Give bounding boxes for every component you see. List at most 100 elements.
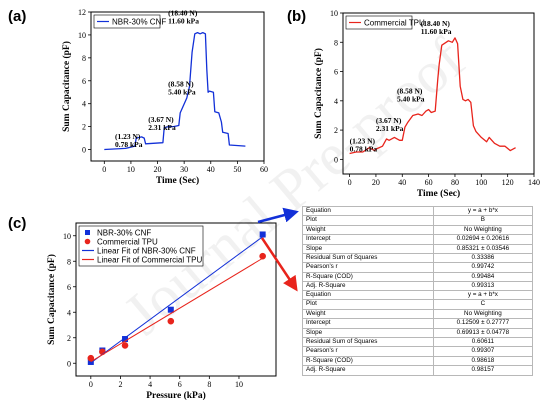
fit-table-row: Pearson's r 0.99742: [302, 262, 534, 273]
fit-table-row: Slope 0.69913 ± 0.04778: [302, 327, 534, 339]
panel-label-c: (c): [8, 215, 26, 232]
fit-param-value: y = a + b*x: [432, 289, 534, 301]
annotation-pressure: 0.78 kPa: [350, 144, 378, 153]
y-tick-label: 2: [334, 126, 338, 135]
x-axis-title: Time (Sec): [417, 188, 460, 199]
fit-param-value: No Weighting: [432, 308, 534, 320]
fit-table-row: R-Square (COD) 0.99484: [302, 271, 534, 283]
y-axis-title: Sum Capacitance (pF): [46, 254, 57, 345]
y-tick-label: 4: [82, 100, 86, 109]
fit-param-label: Weight: [302, 308, 434, 320]
series-line: [349, 37, 516, 155]
plot-frame: [90, 11, 265, 162]
fit-param-label: Pearson's r: [302, 262, 434, 273]
fit-table-row: Intercept 0.02694 ± 0.20616: [302, 234, 534, 245]
x-tick-label: 0: [348, 178, 352, 187]
legend-box: [345, 15, 413, 30]
legend-label: Linear Fit of NBR-30% CNF: [97, 247, 196, 256]
fit-table-row: Weight No Weighting: [302, 308, 534, 320]
fit-table-nbr: Equation y = a + b*x Plot B Weight No Weighti…: [302, 205, 534, 292]
y-tick-label: 4: [334, 97, 338, 106]
fit-table-row: Residual Sum of Squares 0.33386: [302, 253, 534, 264]
fit-param-label: Slope: [302, 243, 434, 255]
fit-param-label: R-Square (COD): [302, 355, 434, 367]
fit-param-label: Adj. R-Square: [302, 365, 434, 376]
panel-b: 0 20 40 60 80 100 120 140 0 2 4 6 8 10 Time (Sec) Sum C…: [313, 9, 540, 199]
legend-swatch: [84, 238, 91, 245]
fit-param-label: Weight: [302, 224, 434, 236]
y-tick-label: 2: [82, 123, 86, 132]
annotation-pressure: 11.60 kPa: [421, 27, 452, 36]
y-tick-label: 6: [82, 77, 86, 86]
x-tick-label: 40: [207, 165, 215, 174]
series-line: [104, 31, 246, 151]
x-tick-label: 6: [178, 380, 182, 389]
y-tick-label: 8: [82, 54, 86, 63]
x-tick-label: 100: [475, 178, 487, 187]
y-tick-label: 10: [330, 9, 338, 18]
annotation-force: (1.23 N): [115, 132, 141, 141]
fit-param-value: y = a + b*x: [432, 205, 534, 217]
y-tick-label: 0: [82, 146, 86, 155]
y-tick-label: 2: [67, 334, 71, 343]
panel-c: 0 2 4 6 8 10 0 2 4 6 8 10 Pressure (kPa) Sum Capacita…: [46, 222, 277, 401]
fit-param-value: 0.99742: [432, 262, 534, 273]
fit-param-value: 0.99484: [432, 271, 534, 283]
panel-label-a: (a): [8, 8, 26, 25]
data-point: [259, 252, 266, 260]
x-tick-label: 2: [118, 380, 122, 389]
y-axis-title: Sum Capacitance (pF): [61, 41, 72, 132]
fit-param-label: Intercept: [302, 318, 434, 329]
y-tick-label: 4: [67, 308, 71, 317]
legend-swatch: [85, 230, 90, 235]
arrow-to-table-2: [260, 237, 298, 292]
fit-param-value: 0.85321 ± 0.03546: [432, 243, 534, 255]
x-tick-label: 120: [502, 178, 514, 187]
fit-param-value: 0.33386: [432, 253, 534, 264]
fit-line: [90, 257, 263, 363]
x-tick-label: 140: [528, 178, 540, 187]
fit-param-label: Equation: [302, 205, 434, 217]
fit-param-label: R-Square (COD): [302, 271, 434, 283]
x-axis-title: Time (Sec): [156, 175, 199, 186]
annotation-pressure: 0.78 kPa: [115, 140, 143, 149]
fit-param-value: 0.12509 ± 0.27777: [432, 318, 534, 329]
data-point: [259, 231, 266, 238]
plot-frame: [75, 222, 277, 377]
y-tick-label: 10: [78, 31, 86, 40]
legend-label: Linear Fit of Commercial TPU: [97, 256, 202, 265]
data-point: [122, 336, 129, 343]
annotation-force: (18.40 N): [168, 8, 198, 17]
annotation-pressure: 5.40 kPa: [397, 95, 425, 104]
fit-table-row: Intercept 0.12509 ± 0.27777: [302, 318, 534, 329]
y-tick-label: 8: [67, 257, 71, 266]
fit-param-value: 0.69913 ± 0.04778: [432, 327, 534, 339]
fit-table-row: R-Square (COD) 0.98618: [302, 355, 534, 367]
y-tick-label: 10: [63, 232, 71, 241]
x-tick-label: 0: [89, 380, 93, 389]
plot-frame: [342, 12, 535, 175]
fit-param-label: Residual Sum of Squares: [302, 337, 434, 348]
fit-param-label: Equation: [302, 289, 434, 301]
x-tick-label: 20: [372, 178, 380, 187]
y-axis-title: Sum Capacitance (pF): [313, 48, 324, 139]
annotation-force: (3.67 N): [376, 116, 402, 125]
x-tick-label: 80: [451, 178, 459, 187]
fit-param-value: 0.02694 ± 0.20616: [432, 234, 534, 245]
x-tick-label: 10: [235, 380, 243, 389]
data-point: [167, 317, 175, 325]
x-tick-label: 4: [148, 380, 152, 389]
fit-param-label: Residual Sum of Squares: [302, 253, 434, 264]
fit-table-row: Slope 0.85321 ± 0.03546: [302, 243, 534, 255]
fit-param-value: C: [432, 299, 534, 310]
fit-line: [90, 236, 263, 364]
x-tick-label: 40: [398, 178, 406, 187]
x-tick-label: 30: [180, 165, 188, 174]
fit-param-value: 0.98618: [432, 355, 534, 367]
fit-table-row: Plot B: [302, 215, 534, 226]
annotation-pressure: 2.31 kPa: [148, 123, 176, 132]
legend-box: [93, 14, 161, 29]
legend-label: Commercial TPU: [97, 238, 158, 247]
fit-param-value: No Weighting: [432, 224, 534, 236]
fit-table-row: Weight No Weighting: [302, 224, 534, 236]
